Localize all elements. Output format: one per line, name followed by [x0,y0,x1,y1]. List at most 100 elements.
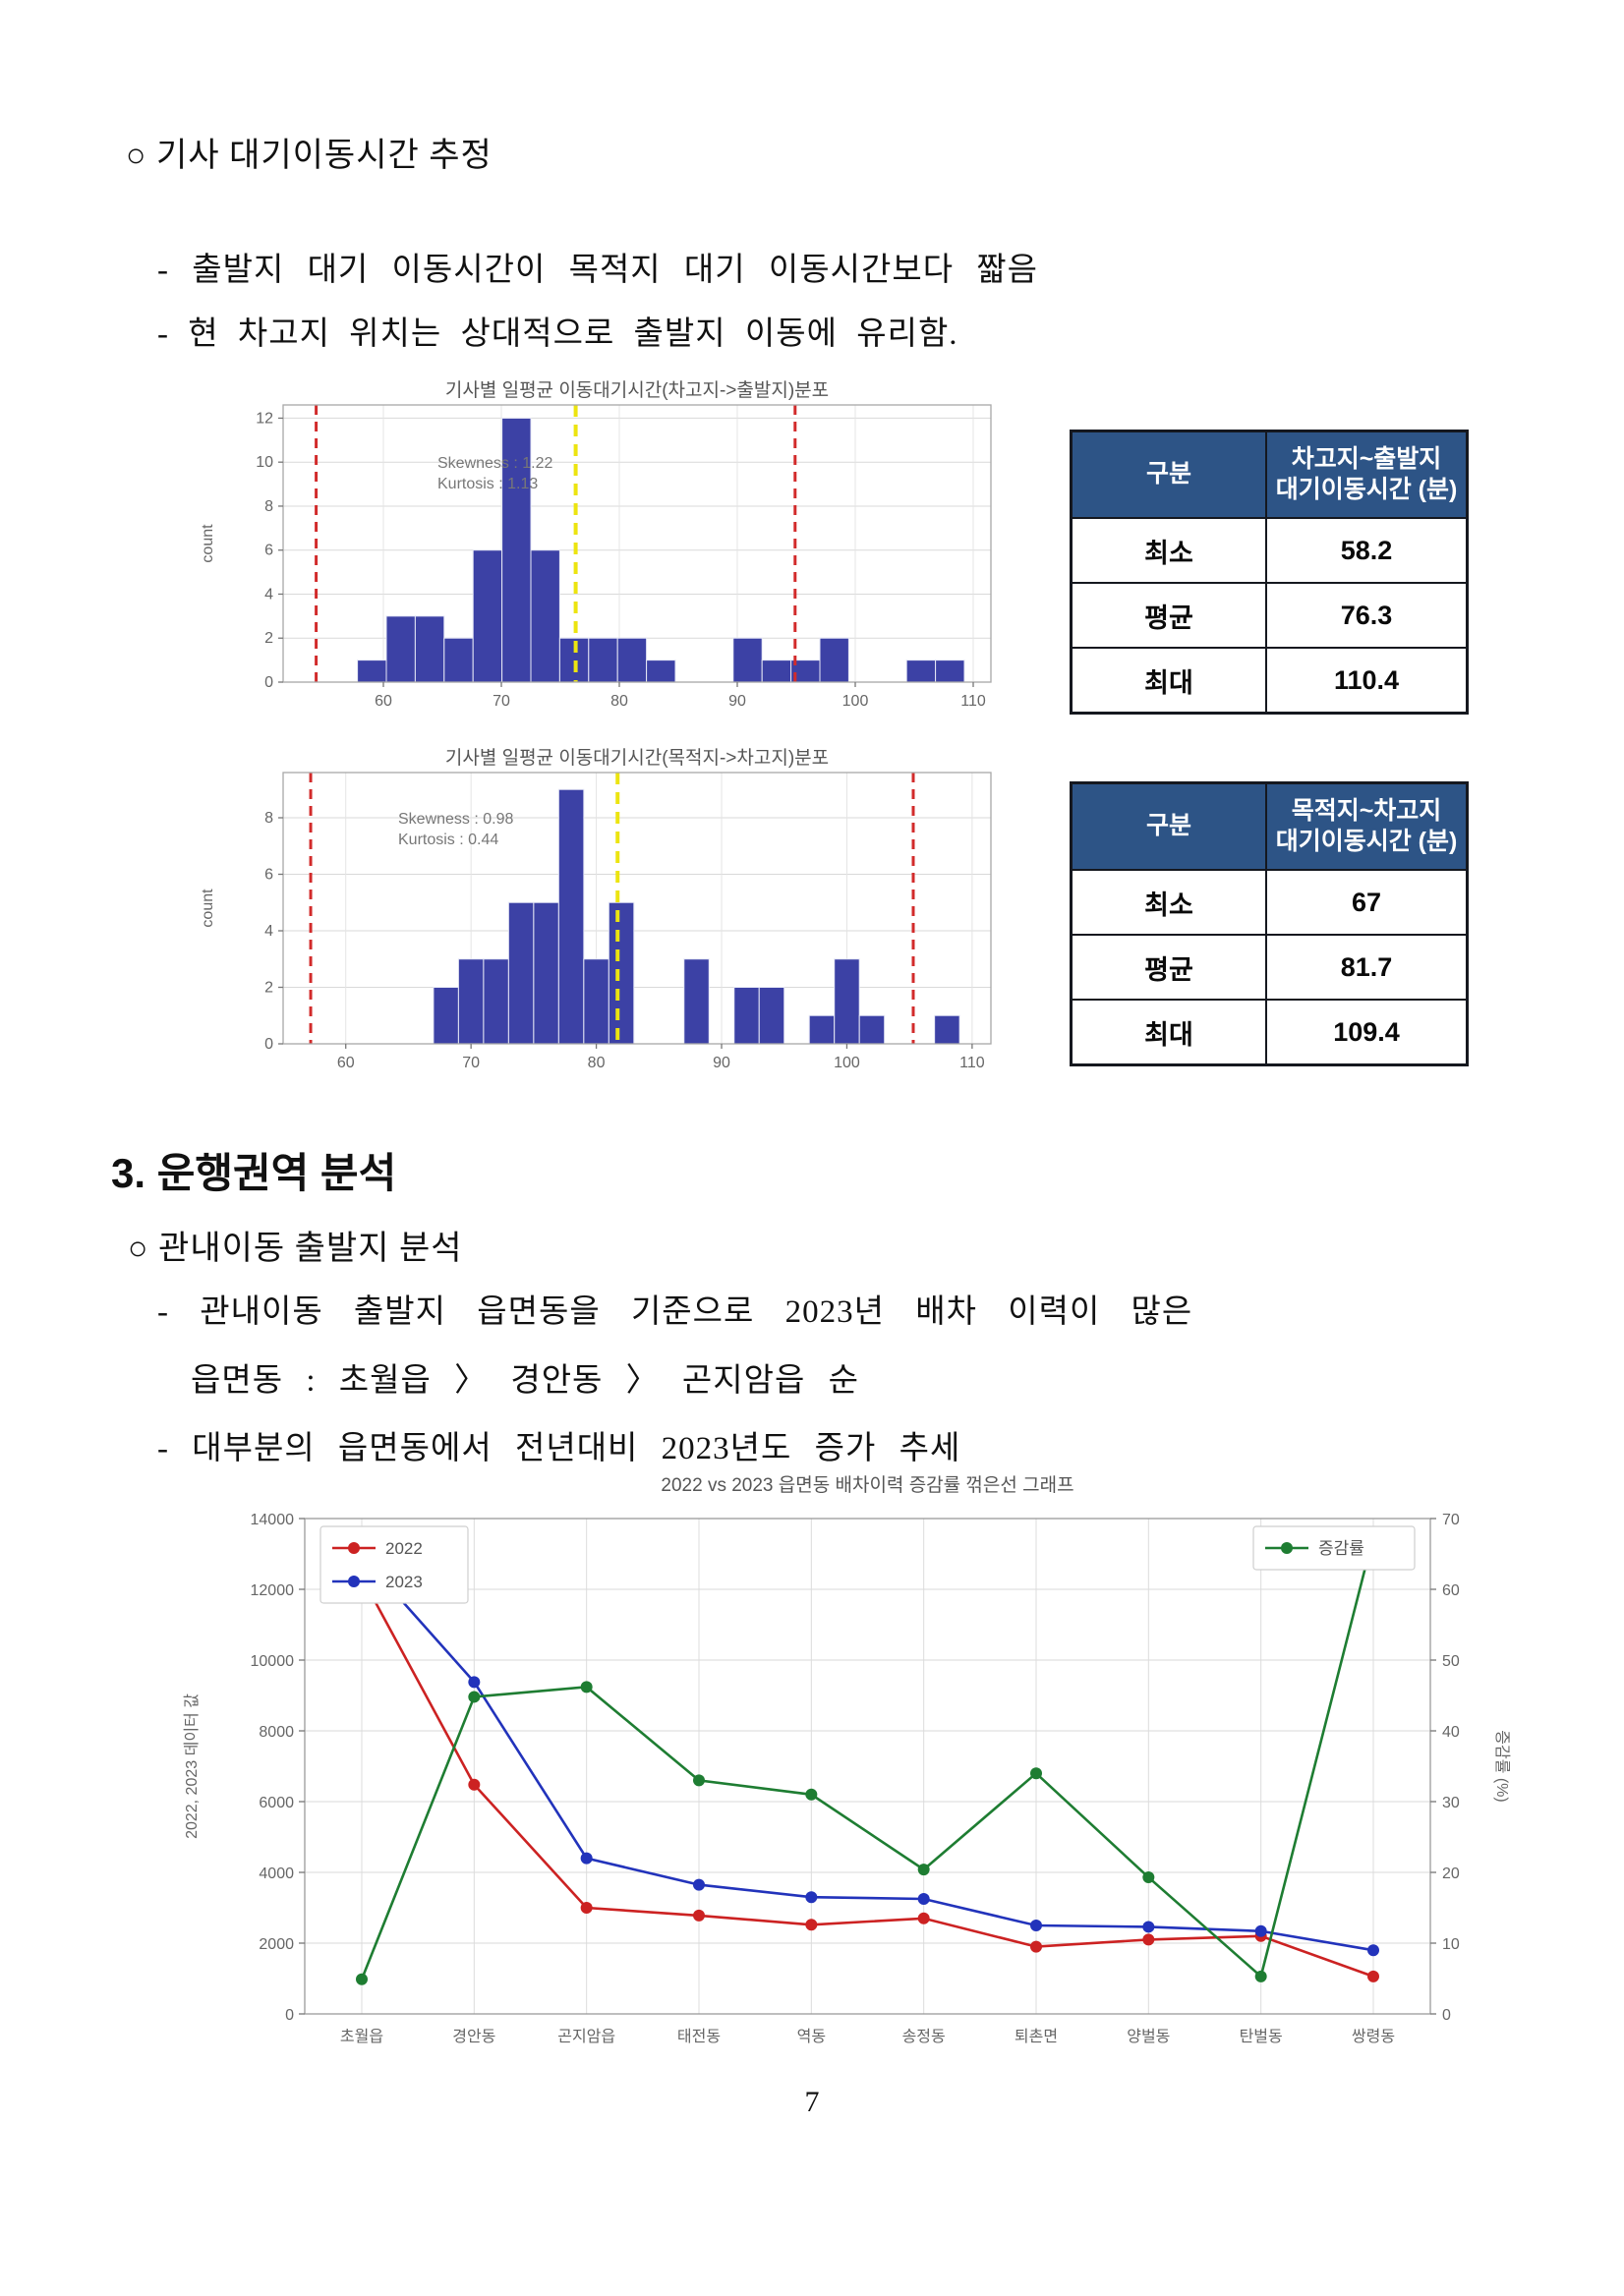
svg-text:14000: 14000 [251,1512,295,1528]
histogram-depot-to-origin: 60 70 80 90 100 110 0 2 4 6 8 10 12 기사별 일평균 이동대기시간(차고… [200,379,992,710]
svg-text:경안동: 경안동 [452,2028,495,2045]
section3-bullet-1-cont: 읍면동 : 초월읍 〉 경안동 〉 곤지암읍 순 [191,1363,859,1399]
svg-text:증감률: 증감률 [1318,1539,1364,1558]
svg-text:쌍령동: 쌍령동 [1352,2028,1395,2045]
svg-text:2023: 2023 [385,1573,423,1591]
table2-row1-value: 67 [1265,869,1469,936]
svg-text:30: 30 [1442,1795,1460,1811]
svg-text:2: 2 [264,980,273,997]
histogram-destination-to-depot: 60 70 80 90 100 110 0 2 4 6 8 기사별 일평균 이동대기시간(목적지->차… [200,747,992,1071]
svg-text:20: 20 [1442,1866,1460,1882]
svg-text:4000: 4000 [259,1866,294,1882]
section1-heading: ○ 기사 대기이동시간 추정 [126,138,493,174]
svg-text:0: 0 [264,1036,273,1053]
svg-text:Skewness : 1.22: Skewness : 1.22 [437,455,553,472]
svg-text:110: 110 [959,1055,985,1071]
svg-text:10000: 10000 [251,1653,295,1670]
svg-text:0: 0 [1442,2007,1451,2024]
table1-row2-label: 평균 [1070,582,1267,649]
svg-text:80: 80 [610,693,628,710]
svg-text:10: 10 [1442,1936,1460,1953]
svg-text:60: 60 [337,1055,355,1071]
svg-text:60: 60 [375,693,392,710]
page-number: 7 [804,2086,820,2118]
svg-text:count: count [200,524,216,563]
section3-bullet-2: - 대부분의 읍면동에서 전년대비 2023년도 증가 추세 [157,1431,961,1466]
stats-table-depot-origin: 구분 차고지~출발지 대기이동시간 (분) 최소 58.2 평균 76.3 최대… [1070,430,1469,715]
table2-row3-value: 109.4 [1265,999,1469,1066]
svg-text:2022: 2022 [385,1539,423,1558]
table1-row3-label: 최대 [1070,647,1267,715]
svg-text:70: 70 [462,1055,480,1071]
svg-text:50: 50 [1442,1653,1460,1670]
svg-text:110: 110 [960,693,986,710]
svg-text:0: 0 [264,674,273,691]
svg-text:8: 8 [264,498,273,515]
svg-text:태전동: 태전동 [677,2028,721,2045]
table1-row3-value: 110.4 [1265,647,1469,715]
svg-text:6000: 6000 [259,1795,294,1811]
svg-text:0: 0 [285,2007,294,2024]
table-row: 평균 76.3 [1070,582,1469,649]
svg-text:2022 vs 2023 읍면동 배차이력 증감률 꺾은선: 2022 vs 2023 읍면동 배차이력 증감률 꺾은선 그래프 [661,1474,1073,1496]
svg-text:8: 8 [264,810,273,827]
svg-text:기사별 일평균 이동대기시간(차고지->출발지)분포: 기사별 일평균 이동대기시간(차고지->출발지)분포 [445,379,829,401]
svg-text:60: 60 [1442,1582,1460,1599]
section1-bullet-1: - 출발지 대기 이동시간이 목적지 대기 이동시간보다 짧음 [157,253,1039,288]
line-chart-2022-vs-2023: 0 2000 4000 6000 8000 10000 12000 14000 0 10 20 30 4… [183,1474,1511,2045]
svg-text:Kurtosis : 0.44: Kurtosis : 0.44 [398,832,498,848]
svg-text:양벌동: 양벌동 [1127,2028,1170,2045]
svg-text:70: 70 [493,693,510,710]
section3-heading: 3. 운행권역 분석 [111,1150,397,1196]
svg-text:12: 12 [256,410,273,427]
table1-header-value: 차고지~출발지 대기이동시간 (분) [1265,430,1469,519]
section1-bullet-2: - 현 차고지 위치는 상대적으로 출발지 이동에 유리함. [157,316,958,352]
svg-text:90: 90 [728,693,746,710]
svg-text:70: 70 [1442,1512,1460,1528]
svg-text:2022, 2023 데이터 값: 2022, 2023 데이터 값 [183,1693,201,1839]
table1-row1-value: 58.2 [1265,517,1469,584]
stats-table-destination-depot-wrap: 구분 목적지~차고지 대기이동시간 (분) 최소 67 평균 81.7 최대 1… [1070,781,1469,1066]
svg-text:퇴촌면: 퇴촌면 [1015,2028,1058,2045]
svg-text:10: 10 [256,454,273,471]
svg-text:80: 80 [588,1055,606,1071]
svg-text:4: 4 [264,586,273,603]
svg-text:Skewness : 0.98: Skewness : 0.98 [398,811,514,828]
svg-text:8000: 8000 [259,1724,294,1741]
svg-text:역동: 역동 [797,2028,826,2045]
table2-row2-label: 평균 [1070,934,1267,1001]
table1-row1-label: 최소 [1070,517,1267,584]
table-row: 최대 109.4 [1070,999,1469,1066]
svg-text:곤지암읍: 곤지암읍 [557,2028,615,2045]
table1-row2-value: 76.3 [1265,582,1469,649]
svg-text:기사별 일평균 이동대기시간(목적지->차고지)분포: 기사별 일평균 이동대기시간(목적지->차고지)분포 [445,747,829,769]
table-row: 최소 67 [1070,869,1469,936]
table2-row2-value: 81.7 [1265,934,1469,1001]
svg-text:4: 4 [264,923,273,940]
table-row: 최소 58.2 [1070,517,1469,584]
table2-header-value: 목적지~차고지 대기이동시간 (분) [1265,781,1469,871]
stats-table-destination-depot: 구분 목적지~차고지 대기이동시간 (분) 최소 67 평균 81.7 최대 1… [1070,781,1469,1066]
svg-text:12000: 12000 [251,1582,295,1599]
svg-text:송정동: 송정동 [902,2028,946,2045]
stats-table-depot-origin-wrap: 구분 차고지~출발지 대기이동시간 (분) 최소 58.2 평균 76.3 최대… [1070,430,1469,715]
svg-text:count: count [200,889,216,928]
section3-bullet-1: - 관내이동 출발지 읍면동을 기준으로 2023년 배차 이력이 많은 [157,1294,1193,1330]
svg-text:100: 100 [834,1055,860,1071]
table2-row3-label: 최대 [1070,999,1267,1066]
section3-subheading: ○ 관내이동 출발지 분석 [128,1231,463,1267]
table2-header-category: 구분 [1070,781,1267,871]
svg-text:40: 40 [1442,1724,1460,1741]
svg-text:2: 2 [264,630,273,647]
svg-text:6: 6 [264,867,273,884]
svg-text:증감률 (%): 증감률 (%) [1493,1730,1511,1803]
table-row: 평균 81.7 [1070,934,1469,1001]
svg-text:탄벌동: 탄벌동 [1240,2028,1283,2045]
svg-text:100: 100 [842,693,869,710]
table-row: 최대 110.4 [1070,647,1469,715]
svg-text:6: 6 [264,543,273,559]
svg-text:90: 90 [713,1055,730,1071]
svg-text:Kurtosis : 1.13: Kurtosis : 1.13 [437,476,538,492]
svg-text:2000: 2000 [259,1936,294,1953]
table1-header-category: 구분 [1070,430,1267,519]
